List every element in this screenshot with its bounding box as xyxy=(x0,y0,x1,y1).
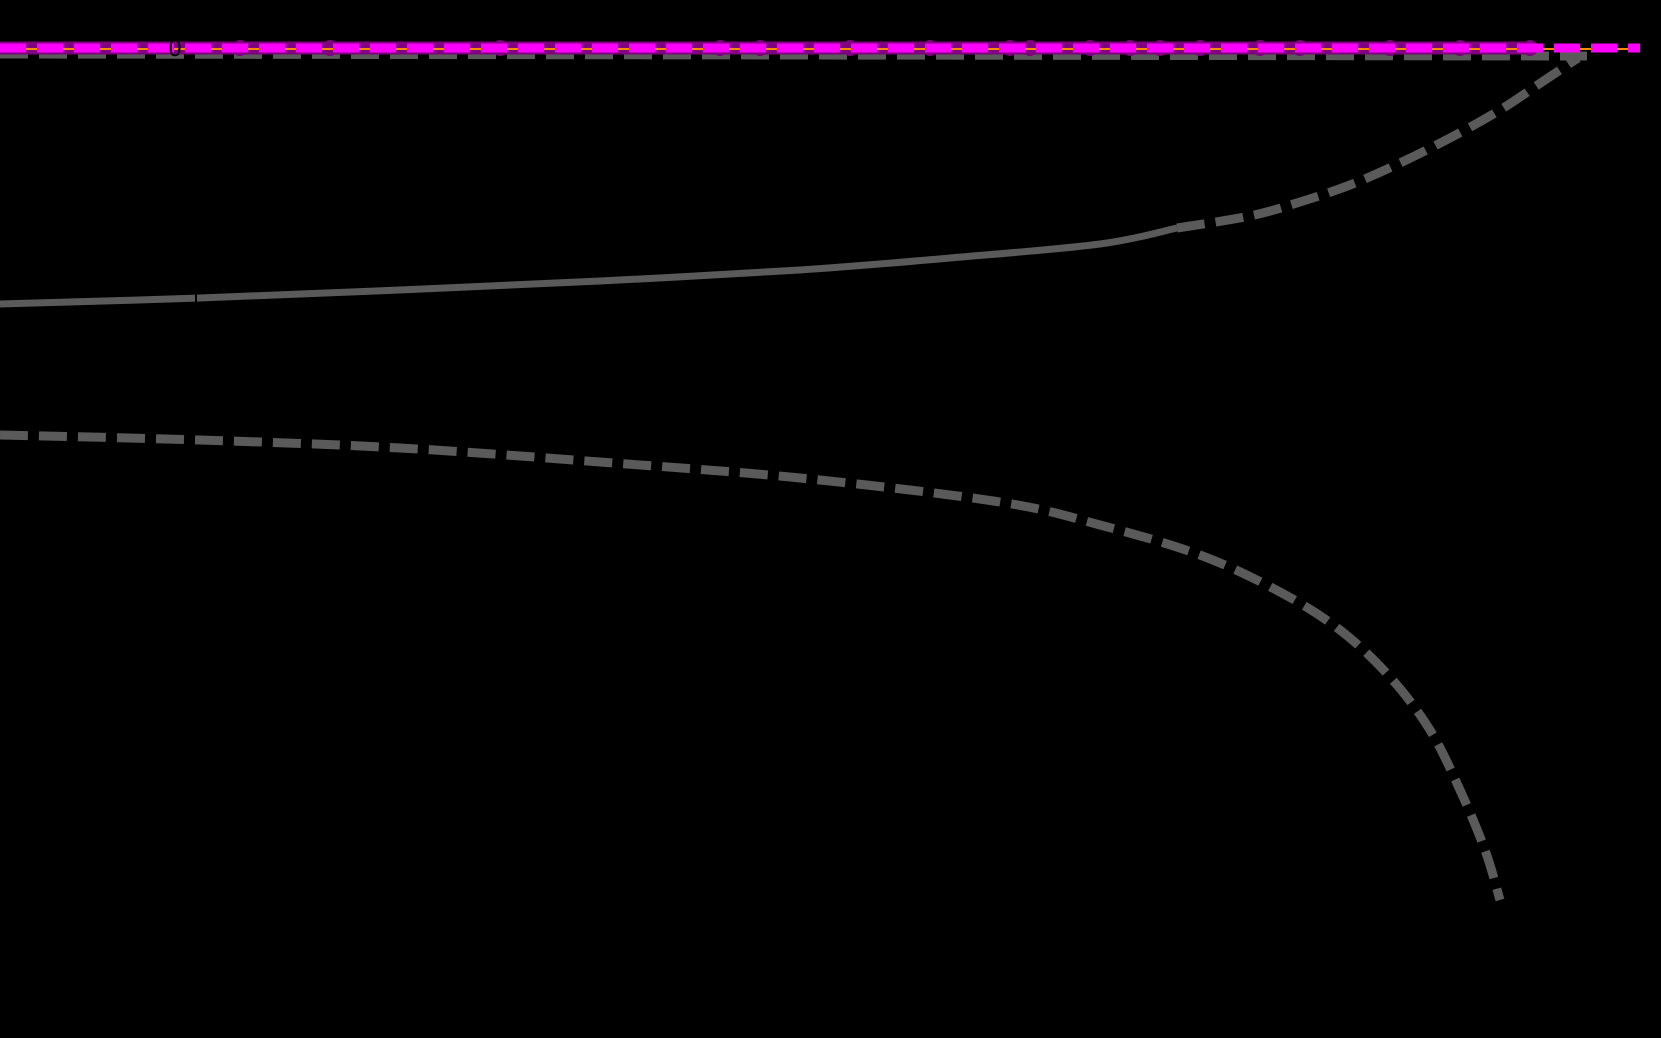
series-upper-branch-solid xyxy=(0,224,1178,308)
series-layer xyxy=(0,40,1640,902)
series-lower-branch-dashed xyxy=(0,430,1505,902)
y-tick-label-zero: 0 xyxy=(168,37,182,62)
series-upper-branch-dashed xyxy=(1176,54,1581,233)
series-top-gray-dashed xyxy=(0,49,1588,61)
